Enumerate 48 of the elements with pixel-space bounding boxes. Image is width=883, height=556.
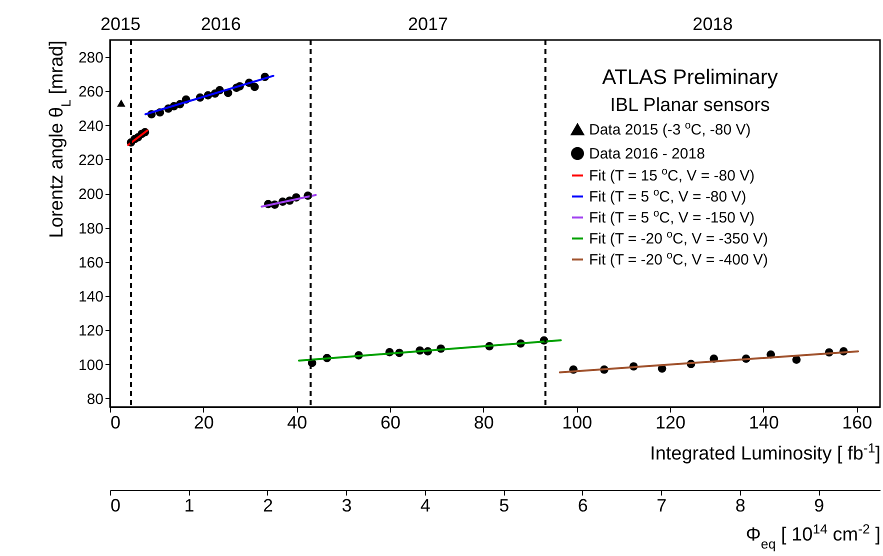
legend-label: Fit (T = -20 $^{o}$C, V = -400 V) xyxy=(589,250,768,268)
point xyxy=(117,100,126,107)
x-tick-label: 0 xyxy=(110,412,121,432)
text: 2015 xyxy=(100,14,141,34)
x-tick-label: 20 xyxy=(194,412,214,432)
y-tick-label: 200 xyxy=(78,186,104,204)
x-tick-label: 120 xyxy=(655,412,686,432)
legend-label: Fit (T = 5 $^{o}$C, V = -80 V) xyxy=(589,186,746,206)
y-tick-label: 180 xyxy=(78,220,104,238)
annotation: ATLAS Preliminary xyxy=(602,66,778,89)
x2-axis-title: Φ$_{eq}$ [ 10$^{14}$ cm$^{-2}$ ] xyxy=(746,521,880,551)
x2-tick-label: 7 xyxy=(656,496,667,516)
x2-tick-label: 1 xyxy=(184,496,194,516)
y-tick-label: 120 xyxy=(78,322,104,340)
x2-tick-label: 6 xyxy=(578,496,588,516)
y-tick-label: 160 xyxy=(78,254,104,272)
y-tick-label: 100 xyxy=(78,356,104,374)
y-tick-label: 240 xyxy=(78,118,104,135)
x-tick-label: 140 xyxy=(748,412,779,432)
legend-label: Fit (T = -20 $^{o}$C, V = -350 V) xyxy=(589,228,768,248)
x-tick-label: 80 xyxy=(474,412,494,432)
y-tick-label: 280 xyxy=(78,50,104,67)
point xyxy=(792,356,801,364)
point xyxy=(250,82,259,92)
legend-label: Fit (T = 5 $^{o}$C, V = -150 V) xyxy=(589,208,755,226)
x-tick-label: 40 xyxy=(287,412,308,432)
x-axis-title: Integrated Luminosity [ fb$^{-1}$] xyxy=(650,440,880,464)
x-tick-label: 60 xyxy=(380,412,401,432)
x2-tick-label: 5 xyxy=(499,496,510,516)
y-tick-label: 140 xyxy=(78,288,104,306)
x-tick-label: 100 xyxy=(562,412,592,432)
y-tick-label: 220 xyxy=(78,152,104,169)
x-tick-label: 160 xyxy=(842,412,872,432)
x2-tick-label: 9 xyxy=(814,496,824,516)
x2-tick-label: 4 xyxy=(420,496,430,516)
x2-tick-label: 3 xyxy=(342,496,352,516)
legend-label: Data 2016 - 2018 xyxy=(589,146,705,162)
y-tick-label: 260 xyxy=(78,84,104,101)
text: 2016 xyxy=(200,14,241,34)
text: 2018 xyxy=(692,14,733,34)
annotation: IBL Planar sensors xyxy=(610,95,770,116)
text: 2017 xyxy=(408,14,448,34)
legend-label: Fit (T = 15 $^{o}$C, V = -80 V) xyxy=(589,166,755,184)
legend-label: Data 2015 (-3 $^{o}$C, -80 V) xyxy=(589,120,751,138)
x2-tick-label: 8 xyxy=(735,496,746,516)
y-tick-label: 80 xyxy=(86,390,104,408)
x2-tick-label: 0 xyxy=(110,496,121,516)
x2-tick-label: 2 xyxy=(262,496,273,516)
